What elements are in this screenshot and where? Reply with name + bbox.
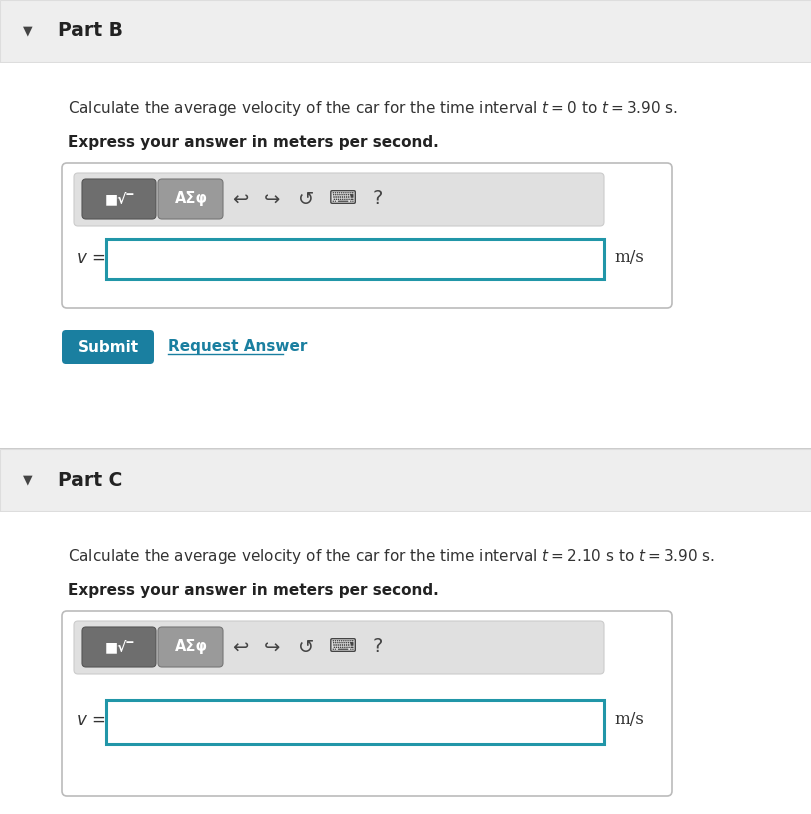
- Text: Calculate the average velocity of the car for the time interval $t = 2.10$ s to : Calculate the average velocity of the ca…: [68, 546, 715, 566]
- Text: Request Answer: Request Answer: [168, 339, 307, 355]
- FancyBboxPatch shape: [82, 179, 156, 219]
- Text: m/s: m/s: [614, 250, 644, 266]
- Text: ↩: ↩: [232, 637, 248, 657]
- FancyBboxPatch shape: [158, 627, 223, 667]
- Text: ↪: ↪: [264, 190, 280, 208]
- Text: ?: ?: [373, 637, 383, 657]
- Text: Part B: Part B: [58, 21, 123, 41]
- Bar: [0, 62, 811, 63]
- Text: ■√‾: ■√‾: [105, 192, 134, 206]
- Text: AΣφ: AΣφ: [174, 191, 208, 207]
- FancyBboxPatch shape: [62, 330, 154, 364]
- Bar: [0, 0, 811, 62]
- Text: ▼: ▼: [24, 24, 32, 37]
- Text: ↺: ↺: [298, 637, 314, 657]
- Text: ▼: ▼: [24, 474, 32, 487]
- Text: $v$ =: $v$ =: [76, 249, 105, 267]
- Text: Express your answer in meters per second.: Express your answer in meters per second…: [68, 584, 439, 598]
- Bar: [0, 62, 811, 447]
- Text: Calculate the average velocity of the car for the time interval $t = 0$ to $t = : Calculate the average velocity of the ca…: [68, 98, 678, 117]
- Text: ■√‾: ■√‾: [105, 640, 134, 654]
- Text: ⌨: ⌨: [329, 637, 357, 657]
- Text: Express your answer in meters per second.: Express your answer in meters per second…: [68, 135, 439, 151]
- Text: $v$ =: $v$ =: [76, 711, 105, 729]
- FancyBboxPatch shape: [82, 627, 156, 667]
- Text: ?: ?: [373, 190, 383, 208]
- Text: m/s: m/s: [614, 711, 644, 729]
- FancyBboxPatch shape: [62, 163, 672, 308]
- Text: ↺: ↺: [298, 190, 314, 208]
- FancyBboxPatch shape: [74, 173, 604, 226]
- Text: ⌨: ⌨: [329, 190, 357, 208]
- Text: ↪: ↪: [264, 637, 280, 657]
- FancyBboxPatch shape: [158, 179, 223, 219]
- Bar: [106, 239, 604, 279]
- Bar: [0, 511, 811, 814]
- Text: ↩: ↩: [232, 190, 248, 208]
- Text: AΣφ: AΣφ: [174, 640, 208, 654]
- Bar: [0, 449, 811, 511]
- FancyBboxPatch shape: [62, 611, 672, 796]
- Text: Part C: Part C: [58, 470, 122, 489]
- Bar: [106, 700, 604, 744]
- Text: Submit: Submit: [77, 339, 139, 355]
- Bar: [0, 511, 811, 512]
- FancyBboxPatch shape: [74, 621, 604, 674]
- Bar: [0, 448, 811, 449]
